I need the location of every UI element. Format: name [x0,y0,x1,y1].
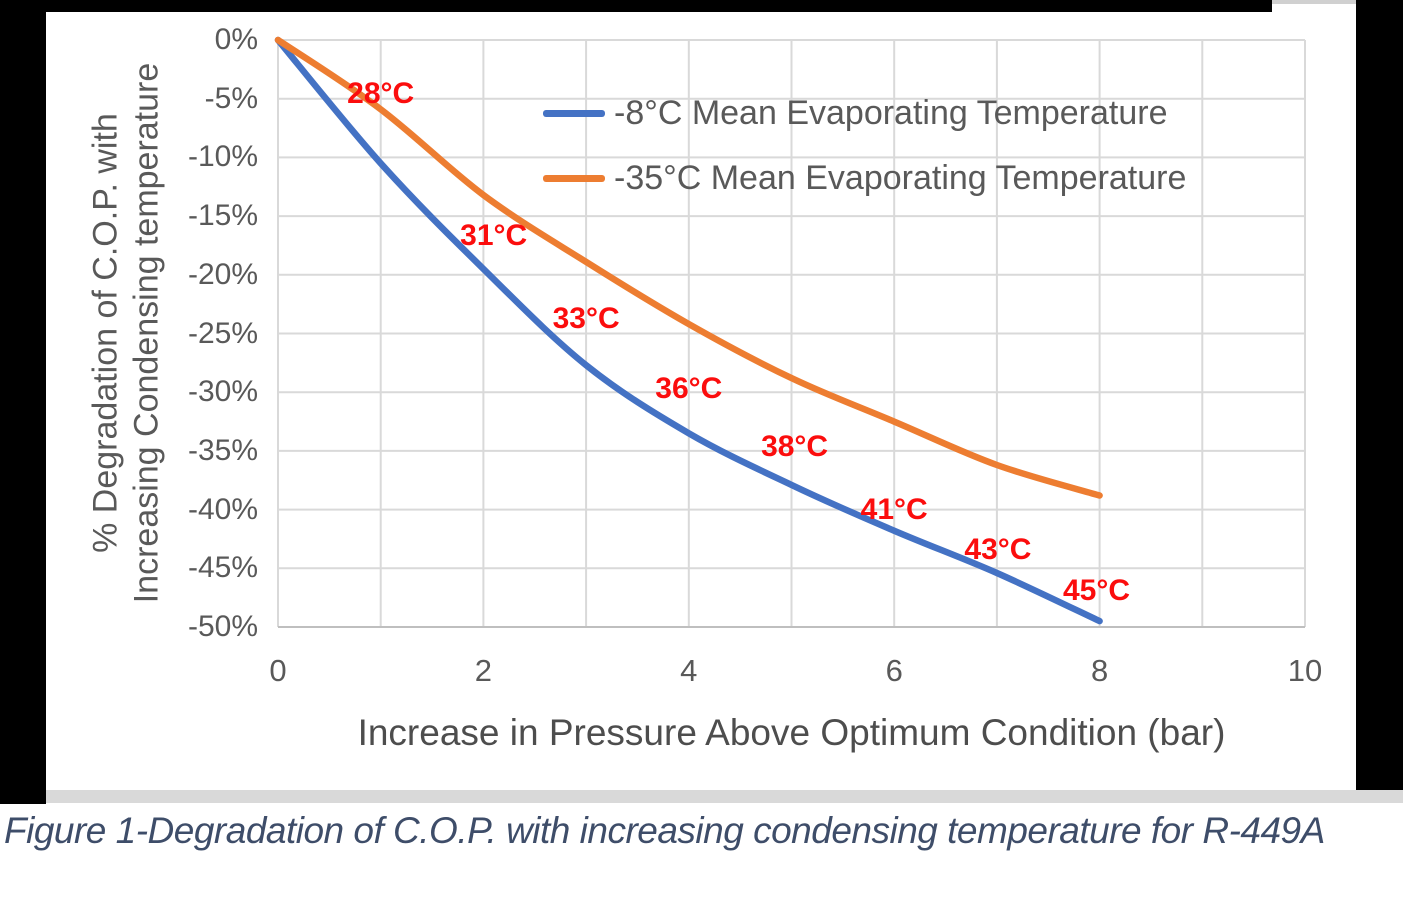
point-label: 41°C [860,492,928,526]
legend-item-minus8: -8°C Mean Evaporating Temperature [543,94,1186,133]
page-border-left [0,0,46,804]
point-label: 38°C [761,430,829,464]
y-tick-label: -40% [187,492,258,526]
x-tick-label: 4 [680,653,698,688]
y-tick-label: -10% [187,140,258,174]
plot-area [274,36,1306,628]
point-label: 36°C [655,371,723,405]
legend: -8°C Mean Evaporating Temperature -35°C … [543,94,1186,198]
point-label: 33°C [552,302,620,336]
y-tick-label: 0% [214,23,258,56]
y-tick-label: -50% [187,610,258,643]
y-tick-label: -30% [187,375,258,409]
series-line-0 [274,36,1103,625]
point-label: 28°C [347,77,415,110]
y-tick-label: -45% [187,551,258,585]
chart-figure [46,12,1356,790]
page-border-top [0,0,1272,12]
legend-line-blue [543,110,605,117]
x-axis-title: Increase in Pressure Above Optimum Condi… [357,712,1226,753]
legend-line-orange [543,175,605,182]
y-tick-label: -20% [187,257,258,291]
point-label: 45°C [1063,573,1131,607]
x-tick-label: 2 [474,653,493,688]
y-tick-label: -25% [187,316,258,350]
point-label: 31°C [460,219,528,253]
figure-bottom-band [46,790,1403,803]
x-tick-label: 10 [1287,653,1323,688]
y-tick-label: -35% [187,433,258,467]
legend-label-minus8: -8°C Mean Evaporating Temperature [614,94,1168,132]
x-tick-label: 6 [885,653,903,688]
series-line-1 [274,36,1103,499]
legend-item-minus35: -35°C Mean Evaporating Temperature [543,159,1186,198]
y-tick-label: -5% [204,81,258,115]
page-border-right [1356,0,1403,790]
x-tick-label: 0 [269,653,287,688]
figure-caption: Figure 1-Degradation of C.O.P. with incr… [4,810,1325,851]
y-axis-title-text: % Degradation of C.O.P. with Increasing C… [86,62,166,604]
legend-label-minus35: -35°C Mean Evaporating Temperature [614,159,1187,197]
point-label: 43°C [964,532,1032,566]
y-tick-label: -15% [187,199,258,233]
x-tick-label: 8 [1090,653,1109,688]
page-border-top-right-strip [1272,0,1356,4]
